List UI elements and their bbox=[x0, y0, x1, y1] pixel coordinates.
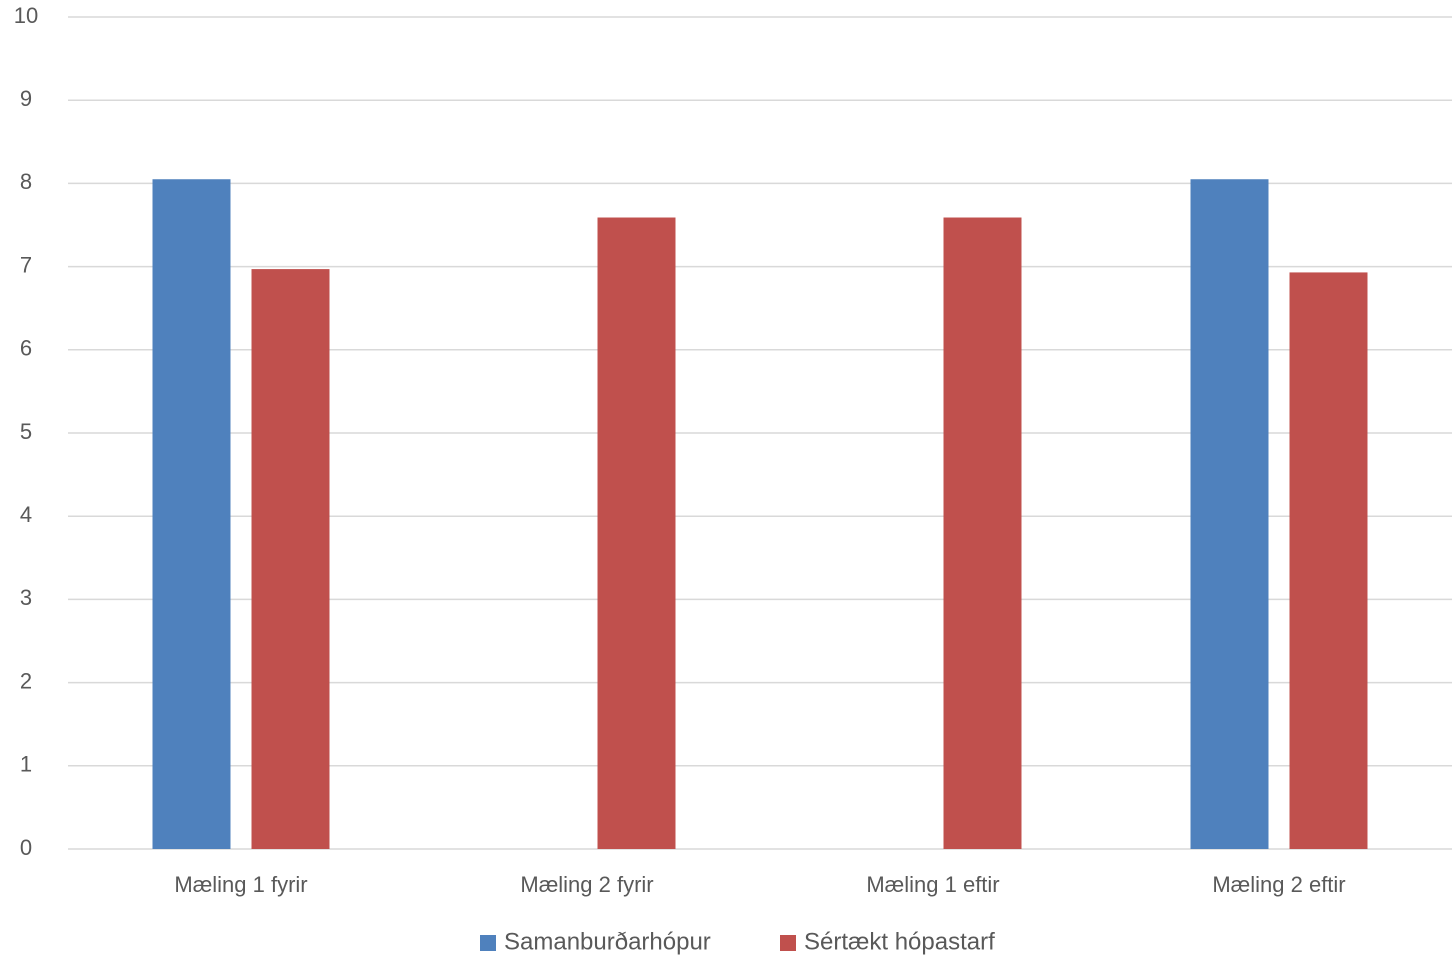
y-tick-label: 3 bbox=[20, 585, 32, 610]
bar-series-1-category-0 bbox=[251, 269, 330, 849]
y-tick-label: 8 bbox=[20, 169, 32, 194]
y-tick-label: 6 bbox=[20, 336, 32, 361]
legend-swatch bbox=[480, 935, 496, 951]
x-category-label: Mæling 2 eftir bbox=[1212, 872, 1345, 897]
legend-swatch bbox=[780, 935, 796, 951]
y-tick-label: 9 bbox=[20, 86, 32, 111]
y-tick-label: 2 bbox=[20, 668, 32, 693]
y-tick-label: 4 bbox=[20, 502, 32, 527]
bar-series-1-category-2 bbox=[943, 217, 1022, 850]
bar-series-0-category-3 bbox=[1190, 179, 1269, 850]
y-axis-ticks: 0 1 2 3 4 5 6 7 8 9 10 bbox=[14, 3, 38, 860]
bar-series-0-category-0 bbox=[152, 179, 231, 850]
y-tick-label: 10 bbox=[14, 3, 38, 28]
bar-series-1-category-1 bbox=[597, 217, 676, 850]
x-category-label: Mæling 2 fyrir bbox=[520, 872, 653, 897]
legend-label: Samanburðarhópur bbox=[504, 928, 711, 955]
y-tick-label: 0 bbox=[20, 835, 32, 860]
y-tick-label: 7 bbox=[20, 252, 32, 277]
bars bbox=[152, 179, 1368, 850]
x-category-label: Mæling 1 eftir bbox=[866, 872, 999, 897]
x-axis-labels: Mæling 1 fyrir Mæling 2 fyrir Mæling 1 eft… bbox=[174, 872, 1345, 897]
y-tick-label: 5 bbox=[20, 419, 32, 444]
legend: Samanburðarhópur Sértækt hópastarf bbox=[480, 928, 995, 955]
y-tick-label: 1 bbox=[20, 752, 32, 777]
legend-label: Sértækt hópastarf bbox=[804, 928, 995, 955]
bar-series-1-category-3 bbox=[1289, 272, 1368, 849]
x-category-label: Mæling 1 fyrir bbox=[174, 872, 307, 897]
